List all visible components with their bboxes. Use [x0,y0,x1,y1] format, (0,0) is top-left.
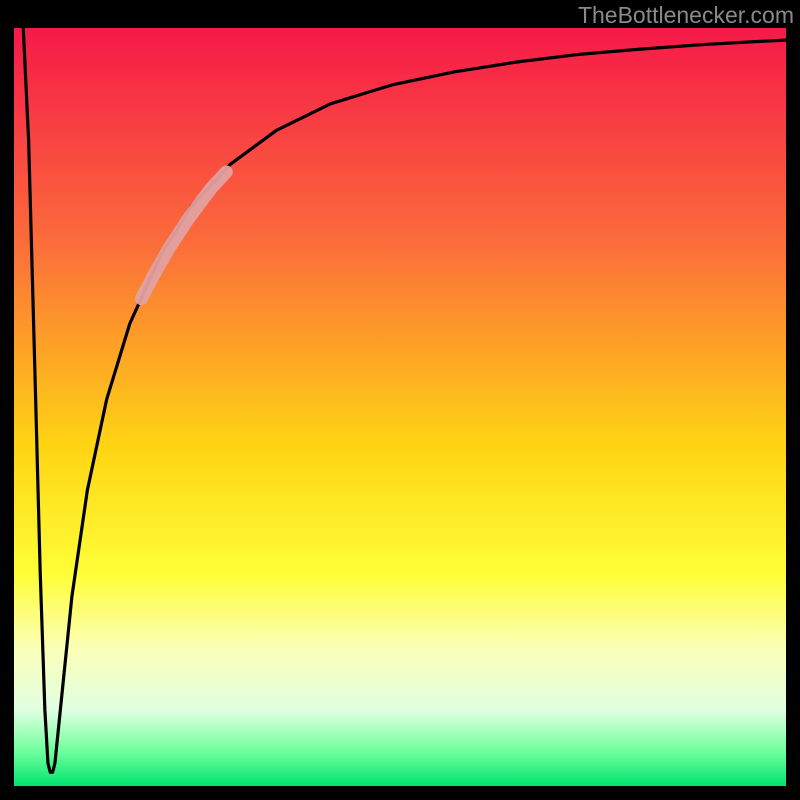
chart-svg [14,28,786,786]
chart-area [14,28,786,786]
watermark-text: TheBottlenecker.com [578,2,794,29]
chart-background [14,28,786,786]
page-root: TheBottlenecker.com [0,0,800,800]
